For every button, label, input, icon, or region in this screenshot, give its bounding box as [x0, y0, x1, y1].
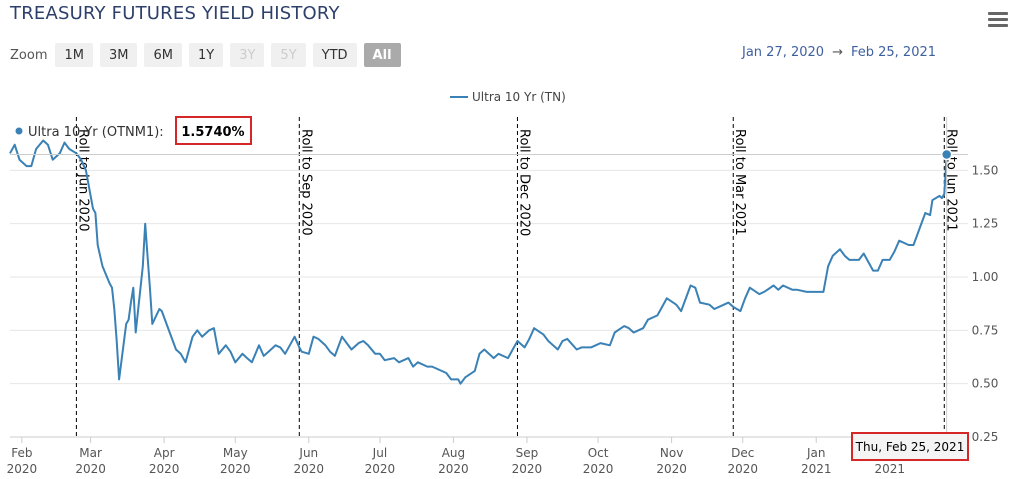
x-tick-month: Nov [660, 446, 683, 460]
x-tick-month: Mar [79, 446, 102, 460]
value-highlight-box [175, 116, 252, 145]
x-tick-year: 2020 [365, 462, 396, 476]
zoom-button-3y: 3Y [230, 43, 265, 67]
legend-item[interactable]: Ultra 10 Yr (TN) [472, 90, 566, 104]
x-tick-year: 2020 [7, 462, 38, 476]
x-tick-month: Jan [806, 446, 826, 460]
crosshair-date-label: Thu, Feb 25, 2021 [855, 440, 965, 454]
x-tick-year: 2020 [583, 462, 614, 476]
date-range-from[interactable]: Jan 27, 2020 [742, 45, 825, 60]
y-tick-label: 1.50 [972, 163, 999, 177]
crosshair-date-box [851, 432, 969, 461]
date-range-to[interactable]: Feb 25, 2021 [850, 45, 937, 60]
x-tick-year: 2021 [874, 462, 905, 476]
zoom-label: Zoom [10, 47, 48, 63]
y-tick-label: 0.25 [972, 430, 999, 444]
hover-point[interactable] [940, 148, 953, 161]
x-tick-year: 2020 [294, 462, 325, 476]
x-tick-year: 2020 [727, 462, 758, 476]
y-tick-label: 1.25 [972, 217, 999, 231]
tooltip-series-dot [15, 127, 23, 135]
zoom-toolbar: Zoom 1M 3M 6M 1Y 3Y 5Y YTD All [10, 43, 408, 67]
roll-marker-label: Roll to Sep 2020 [298, 129, 313, 236]
y-tick-label: 0.75 [972, 323, 999, 337]
zoom-button-3m[interactable]: 3M [99, 43, 138, 67]
zoom-button-5y: 5Y [271, 43, 306, 67]
x-tick-month: Jun [298, 446, 318, 460]
x-tick-month: Dec [731, 446, 754, 460]
x-tick-year: 2020 [220, 462, 251, 476]
x-tick-month: Apr [154, 446, 175, 460]
y-tick-label: 1.00 [972, 270, 999, 284]
x-tick-month: May [223, 446, 248, 460]
zoom-button-ytd[interactable]: YTD [312, 43, 357, 67]
x-tick-year: 2020 [75, 462, 106, 476]
y-tick-label: 0.50 [972, 377, 999, 391]
series-line[interactable] [9, 139, 948, 385]
roll-marker-label: Roll to Mar 2021 [732, 129, 747, 236]
x-tick-year: 2020 [438, 462, 469, 476]
date-range-arrow: → [832, 45, 843, 60]
zoom-button-6m[interactable]: 6M [144, 43, 182, 67]
x-tick-year: 2020 [149, 462, 180, 476]
zoom-button-all[interactable]: All [363, 43, 401, 67]
hamburger-menu-icon[interactable] [988, 12, 1008, 28]
zoom-button-1y[interactable]: 1Y [188, 43, 224, 67]
date-range[interactable]: Jan 27, 2020 → Feb 25, 2021 [742, 45, 936, 60]
x-tick-month: Jul [372, 446, 387, 460]
tooltip-series-name: Ultra 10 Yr (OTNM1): [28, 125, 164, 140]
tooltip-value: 1.5740% [181, 125, 244, 140]
roll-marker-label: Roll to Dec 2020 [516, 129, 531, 236]
x-tick-year: 2020 [512, 462, 543, 476]
chart-title: TREASURY FUTURES YIELD HISTORY [10, 3, 340, 24]
x-tick-month: Sep [516, 446, 539, 460]
x-tick-month: Aug [442, 446, 465, 460]
x-tick-year: 2021 [801, 462, 832, 476]
x-tick-month: Feb [11, 446, 32, 460]
x-tick-month: Oct [588, 446, 609, 460]
zoom-button-1m[interactable]: 1M [55, 43, 93, 67]
x-tick-year: 2020 [656, 462, 687, 476]
